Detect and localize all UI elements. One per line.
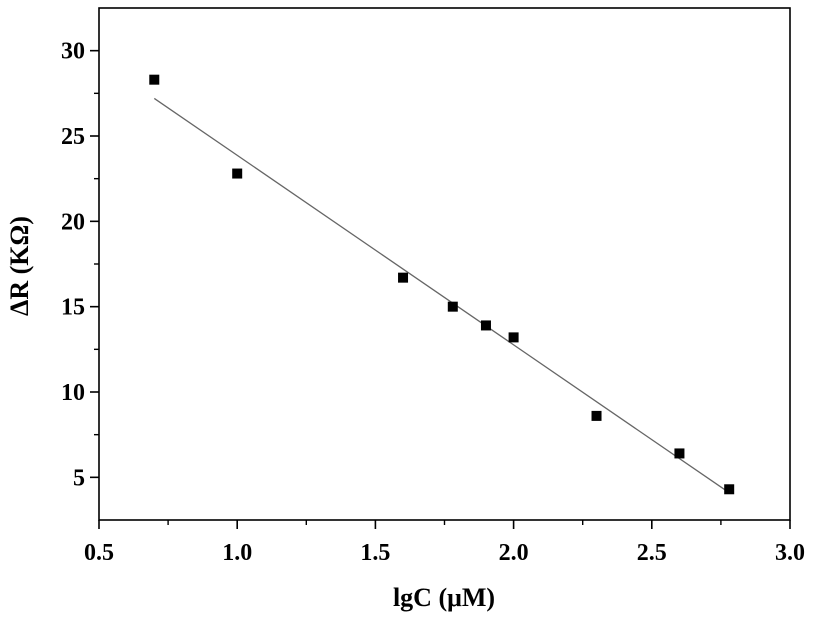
- y-tick-label: 5: [73, 465, 85, 491]
- y-tick-label: 15: [61, 295, 85, 321]
- data-point: [398, 273, 408, 283]
- data-points-layer: [149, 75, 734, 495]
- x-tick-label: 3.0: [775, 540, 805, 566]
- data-point: [724, 484, 734, 494]
- data-point: [149, 75, 159, 85]
- plot-frame: [99, 8, 790, 520]
- x-axis-title: lgC (μM): [393, 583, 495, 612]
- x-tick-label: 1.0: [222, 540, 252, 566]
- x-tick-label: 2.5: [637, 540, 667, 566]
- x-tick-label: 0.5: [84, 540, 114, 566]
- fit-line: [154, 98, 729, 492]
- y-axis-title: ΔR (KΩ): [5, 216, 34, 316]
- data-point: [592, 411, 602, 421]
- data-point: [509, 332, 519, 342]
- y-tick-label: 25: [61, 124, 85, 150]
- data-point: [674, 448, 684, 458]
- y-tick-label: 20: [61, 209, 85, 235]
- data-point: [481, 320, 491, 330]
- x-tick-label: 2.0: [499, 540, 529, 566]
- y-tick-label: 30: [61, 39, 85, 65]
- tick-labels-layer: 0.5 1.0 1.5 2.0 2.5 3.0 5 10 15 20 25 30: [61, 39, 805, 566]
- data-point: [448, 302, 458, 312]
- data-point: [232, 169, 242, 179]
- ticks-layer: [90, 51, 790, 529]
- x-tick-label: 1.5: [360, 540, 390, 566]
- y-tick-label: 10: [61, 380, 85, 406]
- fit-line-layer: [154, 98, 729, 492]
